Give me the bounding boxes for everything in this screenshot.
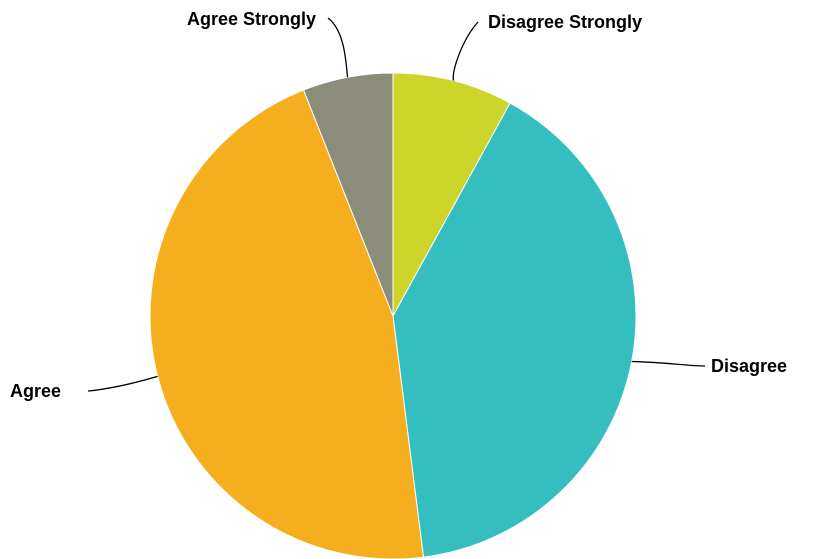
leader-line-disagree xyxy=(631,360,706,367)
pie-slices xyxy=(149,72,637,559)
leader-line-agree-strongly xyxy=(327,17,349,78)
leader-lines xyxy=(87,17,706,392)
label-disagree-strongly: Disagree Strongly xyxy=(488,12,642,32)
leader-line-disagree-strongly xyxy=(452,21,479,81)
label-disagree: Disagree xyxy=(711,356,787,376)
leader-line-agree xyxy=(87,375,158,392)
slice-disagree xyxy=(392,102,637,558)
slice-agree xyxy=(149,89,425,559)
label-agree-strongly: Agree Strongly xyxy=(187,9,316,29)
slice-disagree-strongly xyxy=(392,72,511,317)
label-agree: Agree xyxy=(10,381,61,401)
